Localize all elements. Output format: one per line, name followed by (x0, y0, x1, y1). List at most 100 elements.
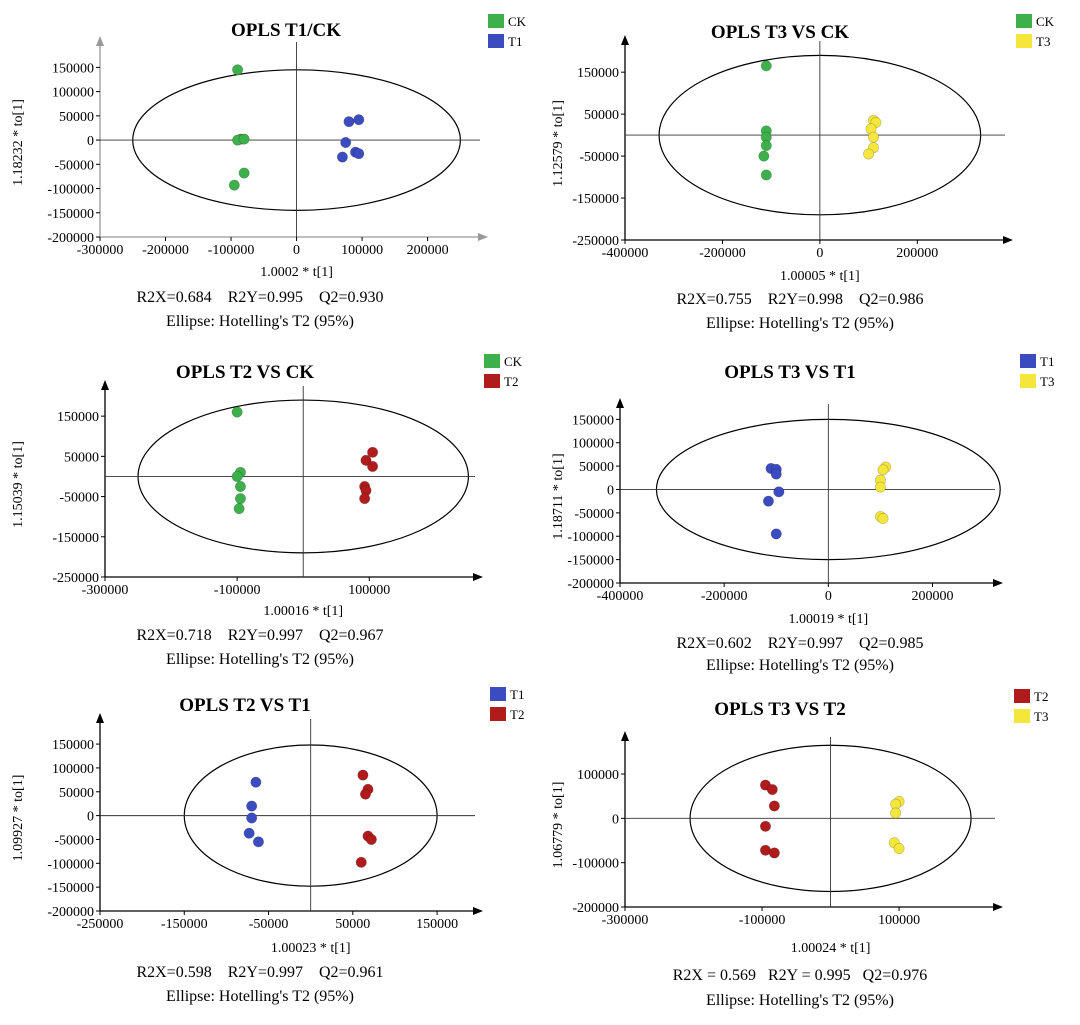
legend-swatch-t2 (1014, 689, 1030, 703)
y-tick-label: 0 (87, 810, 94, 825)
y-tick-label: 50000 (59, 110, 94, 125)
legend-swatch-t3 (1020, 374, 1036, 388)
y-tick-label: -200000 (567, 577, 614, 592)
x-tick-label: 100000 (348, 583, 390, 598)
legend-swatch-t1 (1020, 354, 1036, 368)
point-t3 (877, 464, 889, 476)
model-stats: R2X=0.602 R2Y=0.997 Q2=0.985 (676, 635, 923, 652)
x-axis-arrow (1003, 236, 1013, 244)
ellipse-caption: Ellipse: Hotelling's T2 (95%) (166, 313, 354, 330)
y-tick-label: -250000 (572, 234, 619, 249)
legend-label-t1: T1 (510, 687, 524, 702)
point-t3 (890, 807, 902, 819)
legend-label-t2: T2 (510, 707, 524, 722)
y-tick-label: 50000 (579, 460, 614, 475)
y-tick-label: 0 (612, 812, 619, 827)
point-t2 (359, 788, 371, 800)
y-tick-label: -150000 (572, 192, 619, 207)
point-t3 (874, 481, 886, 493)
y-tick-label: -150000 (567, 554, 614, 569)
y-axis-arrow (101, 380, 109, 390)
point-ck (238, 167, 250, 179)
legend-label-t3: T3 (1034, 709, 1048, 724)
y-tick-label: 50000 (59, 786, 94, 801)
chart-panel-6: -300000 -100000 100000 -200000 -100000 0 10000… (551, 689, 1048, 1009)
legend-label-t2: T2 (504, 374, 518, 389)
ellipse-caption: Ellipse: Hotelling's T2 (95%) (166, 988, 354, 1005)
legend-swatch-t1 (490, 687, 506, 701)
x-tick-label: 150000 (416, 917, 458, 932)
x-tick-label: -200000 (142, 243, 189, 258)
y-tick-label: -100000 (572, 857, 619, 872)
y-tick-label: -150000 (47, 881, 94, 896)
model-stats: R2X=0.598 R2Y=0.997 Q2=0.961 (136, 964, 383, 981)
point-t2 (367, 460, 379, 472)
x-tick-label: -300000 (602, 913, 649, 928)
legend-swatch-t1 (488, 34, 504, 48)
y-tick-label: 100000 (52, 86, 94, 101)
x-axis-label: 1.00023 * t[1] (271, 941, 351, 956)
ellipse-caption: Ellipse: Hotelling's T2 (95%) (706, 315, 894, 332)
ellipse-caption: Ellipse: Hotelling's T2 (95%) (706, 657, 894, 674)
point-t1 (762, 495, 774, 507)
y-axis-arrow (621, 35, 629, 45)
point-ck (758, 150, 770, 162)
x-tick-label: -400000 (597, 589, 644, 604)
point-t1 (770, 528, 782, 540)
point-t2 (768, 800, 780, 812)
point-t1 (343, 116, 355, 128)
point-t2 (766, 784, 778, 796)
y-tick-label: -200000 (47, 905, 94, 920)
x-tick-label: -400000 (602, 246, 649, 261)
x-axis-label: 1.00024 * t[1] (791, 941, 871, 956)
legend-swatch-ck (488, 14, 504, 28)
y-tick-label: -50000 (574, 507, 614, 522)
point-t2 (759, 820, 771, 832)
x-tick-label: -200000 (701, 589, 748, 604)
x-tick-label: 100000 (878, 913, 920, 928)
y-tick-label: 0 (87, 134, 94, 149)
point-t1 (243, 827, 255, 839)
y-tick-label: 50000 (584, 108, 619, 123)
y-tick-label: 100000 (52, 762, 94, 777)
x-tick-label: 100000 (341, 243, 383, 258)
x-axis-label: 1.0002 * t[1] (260, 265, 333, 280)
y-tick-label: -200000 (47, 231, 94, 246)
x-axis-arrow (478, 233, 488, 241)
y-tick-label: 100000 (577, 768, 619, 783)
y-axis-label: 1.18232 * to[1] (11, 99, 26, 186)
point-ck (228, 179, 240, 191)
point-t1 (770, 468, 782, 480)
point-t2 (367, 446, 379, 458)
y-tick-label: -50000 (54, 833, 94, 848)
y-axis-label: 1.09927 * to[1] (11, 775, 26, 862)
y-tick-label: -50000 (54, 158, 94, 173)
point-ck (760, 60, 772, 72)
point-t2 (768, 847, 780, 859)
x-tick-label: -50000 (249, 917, 289, 932)
x-tick-label: 0 (825, 589, 832, 604)
y-axis-arrow (621, 731, 629, 741)
point-ck (233, 503, 245, 515)
point-ck (760, 169, 772, 181)
y-axis-arrow (96, 36, 104, 46)
x-tick-label: -100000 (739, 913, 786, 928)
point-t1 (773, 486, 785, 498)
point-t3 (893, 842, 905, 854)
y-axis-arrow (96, 713, 104, 723)
x-axis-arrow (473, 907, 483, 915)
legend-label-t1: T1 (1040, 354, 1054, 369)
y-tick-label: -250000 (52, 571, 99, 586)
point-t2 (357, 769, 369, 781)
y-tick-label: 150000 (52, 61, 94, 76)
ellipse-caption: Ellipse: Hotelling's T2 (95%) (166, 651, 354, 668)
y-tick-label: -200000 (572, 901, 619, 916)
chart-panel-2: -400000 -200000 0 200000 -250000 -150000 -5000… (551, 14, 1055, 332)
chart-panel-5: -250000 -150000 -50000 50000 150000 -200000 -1… (11, 687, 524, 1005)
chart-title: OPLS T2 VS CK (176, 362, 314, 383)
point-ck (234, 481, 246, 493)
point-t1 (246, 812, 258, 824)
point-t1 (340, 137, 352, 149)
x-tick-label: 200000 (912, 589, 954, 604)
chart-title: OPLS T1/CK (231, 20, 341, 41)
